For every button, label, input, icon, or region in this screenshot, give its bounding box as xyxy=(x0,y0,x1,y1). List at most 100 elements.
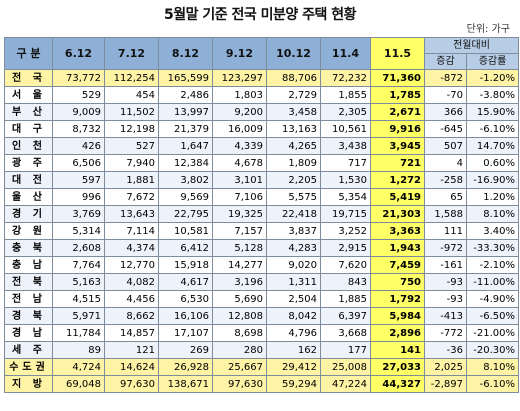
value-cell: 16,009 xyxy=(212,120,267,138)
period-header: 10.12 xyxy=(266,37,321,70)
value-cell: 527 xyxy=(104,137,159,155)
value-cell: 4,515 xyxy=(52,290,105,308)
region-cell: 서 울 xyxy=(4,86,53,104)
current-value-cell: 7,459 xyxy=(370,256,425,274)
unsold-housing-table: 구 분 6.12 7.12 8.12 9.12 10.12 11.4 11.5 … xyxy=(4,37,519,393)
region-cell: 경 남 xyxy=(4,324,53,342)
value-cell: 8,732 xyxy=(52,120,105,138)
value-cell: 14,624 xyxy=(104,358,159,376)
value-cell: 4,617 xyxy=(158,273,213,291)
change-cell: 1,588 xyxy=(424,205,467,223)
current-value-cell: 2,671 xyxy=(370,103,425,121)
unit-label: 단위: 가구 xyxy=(466,24,510,35)
value-cell: 7,620 xyxy=(320,256,371,274)
value-cell: 5,575 xyxy=(266,188,321,206)
table-row: 부 산 9,009 11,502 13,997 9,200 3,458 2,305 2,671… xyxy=(4,103,519,121)
rate-header: 증감률 xyxy=(466,53,519,70)
value-cell: 22,795 xyxy=(158,205,213,223)
period-header: 11.4 xyxy=(320,37,371,70)
rate-cell: 8.10% xyxy=(466,205,519,223)
table-row: 경 남 11,784 14,857 17,107 8,698 4,796 3,668 2,89… xyxy=(4,324,519,342)
table-row: 서 울 529 454 2,486 1,803 2,729 1,855 1,785 -70 -3.… xyxy=(4,86,519,104)
change-cell: 2,025 xyxy=(424,358,467,376)
current-value-cell: 2,896 xyxy=(370,324,425,342)
table-row: 충 남 7,764 12,770 15,918 14,277 9,020 7,620 7,45… xyxy=(4,256,519,274)
value-cell: 7,157 xyxy=(212,222,267,240)
change-cell: 507 xyxy=(424,137,467,155)
value-cell: 10,581 xyxy=(158,222,213,240)
change-cell: -872 xyxy=(424,69,467,87)
region-header: 구 분 xyxy=(4,37,53,70)
region-cell: 세 주 xyxy=(4,341,53,359)
value-cell: 19,715 xyxy=(320,205,371,223)
value-cell: 22,418 xyxy=(266,205,321,223)
region-cell: 전 국 xyxy=(4,69,53,87)
region-cell: 울 산 xyxy=(4,188,53,206)
value-cell: 12,770 xyxy=(104,256,159,274)
rate-cell: 14.70% xyxy=(466,137,519,155)
value-cell: 4,678 xyxy=(212,154,267,172)
period-header: 7.12 xyxy=(104,37,159,70)
value-cell: 72,232 xyxy=(320,69,371,87)
change-cell: 366 xyxy=(424,103,467,121)
region-cell: 강 원 xyxy=(4,222,53,240)
value-cell: 843 xyxy=(320,273,371,291)
rate-cell: -6.50% xyxy=(466,307,519,325)
value-cell: 6,412 xyxy=(158,239,213,257)
table-body: 전 국 73,772 112,254 165,599 123,297 88,706 72,2… xyxy=(4,69,519,393)
value-cell: 4,265 xyxy=(266,137,321,155)
current-value-cell: 27,033 xyxy=(370,358,425,376)
value-cell: 177 xyxy=(320,341,371,359)
region-cell: 전 남 xyxy=(4,290,53,308)
value-cell: 112,254 xyxy=(104,69,159,87)
current-value-cell: 3,945 xyxy=(370,137,425,155)
rate-cell: -20.30% xyxy=(466,341,519,359)
table-row: 경 북 5,971 8,662 16,106 12,808 8,042 6,397 5,984… xyxy=(4,307,519,325)
value-cell: 2,504 xyxy=(266,290,321,308)
table-row: 세 주 89 121 269 280 162 177 141 -36 -20.30% xyxy=(4,341,519,359)
value-cell: 7,672 xyxy=(104,188,159,206)
region-cell: 대 구 xyxy=(4,120,53,138)
value-cell: 3,101 xyxy=(212,171,267,189)
value-cell: 2,305 xyxy=(320,103,371,121)
value-cell: 3,252 xyxy=(320,222,371,240)
value-cell: 5,971 xyxy=(52,307,105,325)
value-cell: 597 xyxy=(52,171,105,189)
rate-cell: 1.20% xyxy=(466,188,519,206)
change-cell: 111 xyxy=(424,222,467,240)
rate-cell: 15.90% xyxy=(466,103,519,121)
value-cell: 21,379 xyxy=(158,120,213,138)
region-cell: 광 주 xyxy=(4,154,53,172)
value-cell: 25,008 xyxy=(320,358,371,376)
rate-cell: -4.90% xyxy=(466,290,519,308)
rate-cell: -6.10% xyxy=(466,375,519,393)
page-title: 5월말 기준 전국 미분양 주택 현황 xyxy=(163,7,357,23)
region-cell: 경 북 xyxy=(4,307,53,325)
change-cell: -2,897 xyxy=(424,375,467,393)
value-cell: 9,200 xyxy=(212,103,267,121)
value-cell: 1,530 xyxy=(320,171,371,189)
value-cell: 269 xyxy=(158,341,213,359)
change-cell: 4 xyxy=(424,154,467,172)
change-cell: -93 xyxy=(424,273,467,291)
value-cell: 8,042 xyxy=(266,307,321,325)
value-cell: 11,502 xyxy=(104,103,159,121)
value-cell: 97,630 xyxy=(104,375,159,393)
rate-cell: -16.90% xyxy=(466,171,519,189)
value-cell: 69,048 xyxy=(52,375,105,393)
value-cell: 717 xyxy=(320,154,371,172)
change-cell: -93 xyxy=(424,290,467,308)
change-cell: -772 xyxy=(424,324,467,342)
value-cell: 14,857 xyxy=(104,324,159,342)
current-value-cell: 141 xyxy=(370,341,425,359)
value-cell: 26,928 xyxy=(158,358,213,376)
value-cell: 1,855 xyxy=(320,86,371,104)
value-cell: 12,808 xyxy=(212,307,267,325)
value-cell: 29,412 xyxy=(266,358,321,376)
value-cell: 4,796 xyxy=(266,324,321,342)
table-header: 구 분 6.12 7.12 8.12 9.12 10.12 11.4 11.5 … xyxy=(4,37,519,70)
value-cell: 3,837 xyxy=(266,222,321,240)
current-period-header: 11.5 xyxy=(370,37,425,70)
change-cell: -413 xyxy=(424,307,467,325)
table-row: 인 천 426 527 1,647 4,339 4,265 3,438 3,945 507 14.… xyxy=(4,137,519,155)
